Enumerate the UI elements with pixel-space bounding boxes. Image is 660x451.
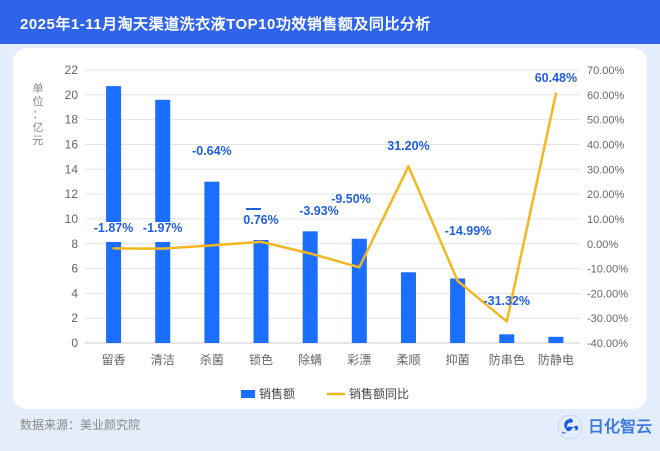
svg-text:20.00%: 20.00% [587, 189, 625, 201]
svg-text:0.76%: 0.76% [243, 213, 278, 227]
svg-text:8: 8 [71, 237, 78, 251]
svg-text:70.00%: 70.00% [587, 65, 625, 77]
svg-text:防串色: 防串色 [489, 352, 525, 367]
svg-text:元: 元 [33, 135, 44, 147]
svg-text:单: 单 [33, 82, 44, 95]
svg-text:0.00%: 0.00% [587, 239, 618, 251]
svg-text:10.00%: 10.00% [587, 214, 625, 226]
svg-text:2: 2 [71, 311, 78, 325]
svg-text:50.00%: 50.00% [587, 115, 625, 127]
svg-text:-30.00%: -30.00% [587, 313, 628, 325]
svg-text:锁色: 锁色 [249, 352, 273, 367]
svg-text:-1.87%: -1.87% [94, 221, 134, 235]
svg-text:20: 20 [65, 88, 79, 102]
svg-text:亿: 亿 [33, 121, 44, 134]
svg-text:抑菌: 抑菌 [446, 352, 470, 367]
svg-text:12: 12 [65, 187, 79, 201]
svg-text:杀菌: 杀菌 [200, 352, 224, 367]
svg-text:60.48%: 60.48% [535, 71, 577, 85]
svg-text:-3.93%: -3.93% [299, 204, 339, 218]
svg-text:-31.32%: -31.32% [483, 294, 530, 308]
svg-text:清洁: 清洁 [151, 353, 175, 367]
svg-text:6: 6 [71, 262, 78, 276]
svg-text:留香: 留香 [102, 353, 126, 367]
svg-text:30.00%: 30.00% [587, 164, 625, 176]
svg-text:16: 16 [65, 138, 79, 152]
svg-text:18: 18 [65, 113, 79, 127]
svg-text:柔顺: 柔顺 [396, 353, 420, 367]
svg-text:10: 10 [65, 212, 79, 226]
svg-text:22: 22 [65, 63, 79, 77]
svg-text:-1.97%: -1.97% [143, 221, 183, 235]
svg-text:销售额: 销售额 [259, 386, 295, 401]
svg-text:40.00%: 40.00% [587, 140, 625, 152]
svg-text:0: 0 [71, 336, 78, 350]
svg-text:-14.99%: -14.99% [445, 224, 492, 238]
svg-text:销售额同比: 销售额同比 [349, 386, 409, 401]
svg-text:-20.00%: -20.00% [587, 288, 628, 300]
svg-text:14: 14 [65, 162, 79, 176]
svg-text:-9.50%: -9.50% [331, 192, 371, 206]
svg-text:数据来源：美业颜究院: 数据来源：美业颜究院 [20, 417, 140, 432]
svg-text:日化智云: 日化智云 [588, 417, 652, 436]
svg-text:-0.64%: -0.64% [192, 144, 232, 158]
svg-text:彩漂: 彩漂 [347, 353, 371, 367]
svg-text:：: ： [33, 109, 44, 121]
svg-text:防静电: 防静电 [538, 352, 574, 367]
svg-text:-40.00%: -40.00% [587, 338, 628, 350]
svg-text:位: 位 [33, 94, 44, 108]
svg-text:4: 4 [71, 286, 78, 300]
svg-text:除螨: 除螨 [298, 352, 322, 367]
svg-text:-10.00%: -10.00% [587, 264, 628, 276]
svg-text:60.00%: 60.00% [587, 90, 625, 102]
svg-text:31.20%: 31.20% [387, 139, 429, 153]
